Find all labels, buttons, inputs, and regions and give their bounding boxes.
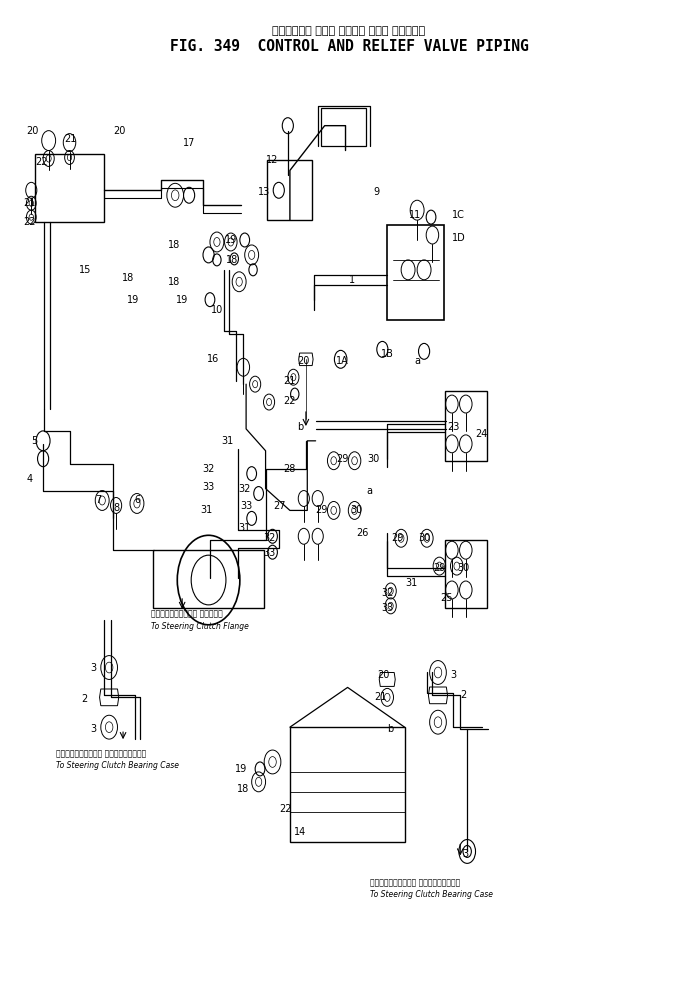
Text: 18: 18 bbox=[226, 255, 238, 265]
Text: 26: 26 bbox=[357, 528, 369, 538]
Bar bbox=[445, 540, 487, 608]
Text: 1A: 1A bbox=[336, 356, 348, 366]
Text: 7: 7 bbox=[96, 496, 102, 505]
Text: 31: 31 bbox=[406, 578, 417, 588]
Text: 1B: 1B bbox=[381, 349, 394, 359]
Text: 24: 24 bbox=[475, 429, 487, 439]
Text: FIG. 349  CONTROL AND RELIEF VALVE PIPING: FIG. 349 CONTROL AND RELIEF VALVE PIPING bbox=[170, 39, 528, 54]
Text: 32: 32 bbox=[263, 533, 275, 543]
Bar bbox=[290, 727, 405, 841]
Text: 3: 3 bbox=[90, 663, 96, 673]
Text: コントロール および リリーフ バルブ パイピング: コントロール および リリーフ バルブ パイピング bbox=[272, 26, 426, 36]
Text: To Steering Clutch Flange: To Steering Clutch Flange bbox=[151, 622, 248, 631]
Text: 10: 10 bbox=[211, 305, 223, 315]
Text: 19: 19 bbox=[127, 295, 140, 305]
Text: 18: 18 bbox=[121, 273, 134, 283]
Text: 33: 33 bbox=[240, 501, 252, 511]
Text: 28: 28 bbox=[283, 464, 296, 474]
Text: 14: 14 bbox=[295, 827, 306, 836]
Text: 18: 18 bbox=[168, 240, 180, 250]
Text: 30: 30 bbox=[458, 563, 470, 573]
Text: 30: 30 bbox=[350, 505, 362, 515]
Text: 21: 21 bbox=[65, 134, 77, 144]
Text: 22: 22 bbox=[283, 396, 296, 406]
Text: 6: 6 bbox=[134, 496, 140, 505]
Text: 32: 32 bbox=[202, 464, 215, 474]
Text: 15: 15 bbox=[79, 265, 91, 275]
Text: 22: 22 bbox=[36, 158, 48, 167]
Text: 29: 29 bbox=[315, 505, 327, 515]
Text: 21: 21 bbox=[23, 198, 36, 208]
Text: 22: 22 bbox=[23, 217, 36, 227]
Bar bbox=[321, 108, 366, 146]
Bar bbox=[387, 225, 444, 320]
Text: 23: 23 bbox=[447, 422, 459, 432]
Text: 18: 18 bbox=[168, 277, 180, 287]
Text: 32: 32 bbox=[381, 588, 394, 598]
Text: 20: 20 bbox=[113, 126, 126, 136]
Text: 1C: 1C bbox=[452, 210, 466, 220]
Text: To Steering Clutch Bearing Case: To Steering Clutch Bearing Case bbox=[56, 761, 179, 770]
Text: 1D: 1D bbox=[452, 233, 466, 243]
Text: 33: 33 bbox=[381, 603, 394, 613]
Text: 19: 19 bbox=[235, 764, 247, 774]
Text: 3: 3 bbox=[450, 670, 456, 681]
Text: 20: 20 bbox=[27, 126, 39, 136]
Text: 29: 29 bbox=[433, 563, 445, 573]
Text: 29: 29 bbox=[392, 533, 404, 543]
Text: 33: 33 bbox=[263, 548, 275, 558]
Text: 31: 31 bbox=[200, 505, 213, 515]
Text: 9: 9 bbox=[373, 187, 380, 197]
Text: 3: 3 bbox=[90, 724, 96, 734]
Text: b: b bbox=[297, 422, 304, 432]
Text: 16: 16 bbox=[207, 354, 220, 364]
Text: ステアリングクラッチ ベアリングケースへ: ステアリングクラッチ ベアリングケースへ bbox=[56, 749, 146, 758]
Text: 22: 22 bbox=[279, 804, 291, 814]
Text: 18: 18 bbox=[237, 784, 249, 794]
Text: 12: 12 bbox=[267, 156, 279, 166]
Text: 20: 20 bbox=[297, 356, 310, 366]
Text: 4: 4 bbox=[26, 474, 32, 484]
Text: 27: 27 bbox=[273, 501, 285, 511]
Text: ステアリングクラッチ ベアリングケースへ: ステアリングクラッチ ベアリングケースへ bbox=[370, 878, 460, 887]
Text: 33: 33 bbox=[202, 482, 215, 492]
Text: a: a bbox=[414, 356, 420, 366]
Text: a: a bbox=[367, 486, 373, 496]
Text: 19: 19 bbox=[225, 235, 237, 245]
Bar bbox=[267, 161, 312, 220]
Bar bbox=[35, 155, 104, 222]
Text: 21: 21 bbox=[283, 376, 296, 386]
Text: 19: 19 bbox=[176, 295, 188, 305]
Text: 11: 11 bbox=[409, 210, 421, 220]
Text: b: b bbox=[387, 724, 394, 734]
Text: 13: 13 bbox=[258, 187, 270, 197]
Bar bbox=[153, 550, 264, 608]
Text: 3: 3 bbox=[463, 849, 469, 859]
Bar bbox=[445, 391, 487, 461]
Text: 2: 2 bbox=[82, 694, 88, 704]
Text: 31: 31 bbox=[221, 436, 233, 446]
Text: 30: 30 bbox=[367, 454, 380, 464]
Text: 21: 21 bbox=[374, 692, 387, 702]
Text: To Steering Clutch Bearing Case: To Steering Clutch Bearing Case bbox=[370, 890, 493, 899]
Text: 5: 5 bbox=[31, 436, 38, 446]
Text: 25: 25 bbox=[440, 593, 452, 603]
Text: 30: 30 bbox=[418, 533, 430, 543]
Text: ステアリングクラッチ フランジへ: ステアリングクラッチ フランジへ bbox=[151, 610, 223, 619]
Text: 1: 1 bbox=[350, 275, 355, 285]
Text: 29: 29 bbox=[336, 454, 348, 464]
Text: 20: 20 bbox=[378, 670, 390, 681]
Text: 2: 2 bbox=[461, 690, 467, 700]
Text: 17: 17 bbox=[183, 138, 195, 148]
Text: 8: 8 bbox=[113, 503, 119, 513]
Text: 32: 32 bbox=[239, 484, 251, 494]
Text: 31: 31 bbox=[239, 523, 251, 533]
